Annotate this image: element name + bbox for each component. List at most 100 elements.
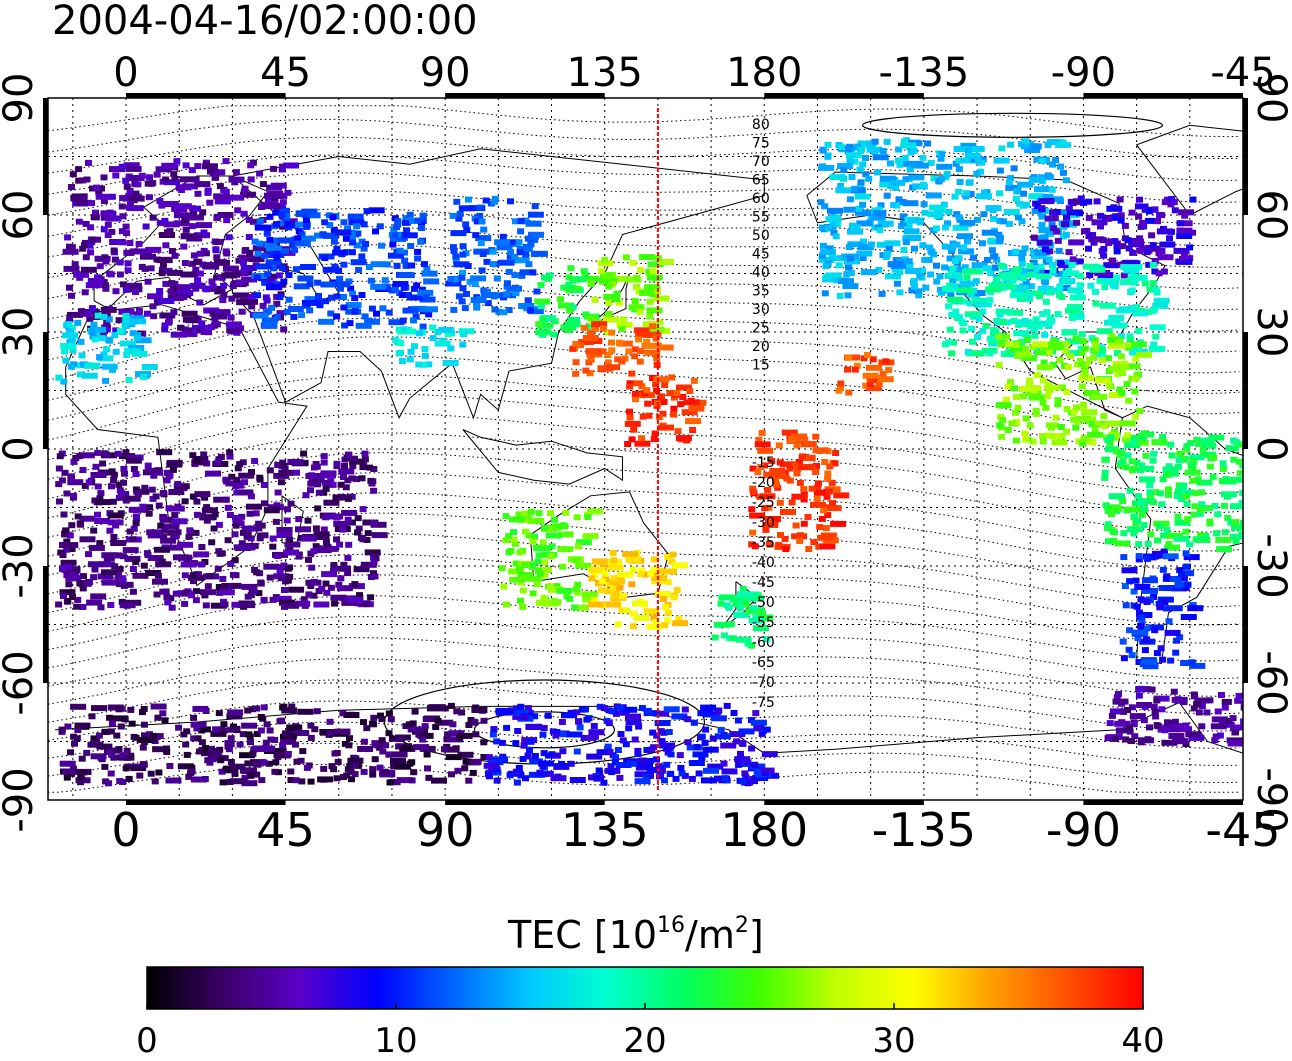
tec-pixel [295,526,311,533]
tec-pixel [781,429,798,436]
tec-pixel [159,490,167,496]
tec-pixel [240,191,257,198]
tec-pixel [370,570,377,577]
tec-pixel [190,735,198,742]
tec-pixel [1180,660,1197,666]
tec-pixel [677,401,685,408]
tec-pixel [840,167,848,173]
tec-pixel [83,749,91,756]
tec-pixel [390,757,406,764]
tec-pixel [1004,427,1012,433]
tec-pixel [217,757,225,764]
tec-pixel [1039,311,1047,317]
tec-pixel [671,713,688,720]
tec-pixel [617,731,625,737]
tec-pixel [186,527,194,534]
tec-pixel [1013,330,1030,337]
tec-pixel [249,706,257,713]
tec-pixel [228,295,236,302]
tec-pixel [645,412,653,419]
tec-pixel [599,578,606,585]
tec-pixel [132,284,140,291]
tec-pixel [434,328,442,335]
tec-pixel [313,708,321,715]
colorbar-tick-label: 20 [623,1021,666,1057]
tec-pixel [422,270,430,277]
tec-pixel [248,469,255,475]
tec-pixel [367,277,375,284]
tec-pixel [1162,575,1170,582]
tec-pixel [844,292,852,299]
tec-pixel [1054,270,1062,277]
tec-pixel [183,728,191,735]
tec-pixel [105,780,113,787]
tec-pixel [750,719,767,726]
tec-pixel [1049,209,1057,216]
tec-pixel [273,300,281,307]
tec-pixel [973,170,981,177]
tec-pixel [62,527,70,534]
tec-pixel [832,233,840,240]
contour-label: 40 [752,265,770,281]
tec-pixel [718,594,735,601]
tec-pixel [540,725,548,731]
tec-pixel [879,210,886,217]
tec-pixel [292,266,300,273]
map-title: 2004-04-16/02:00:00 [52,0,478,44]
tec-pixel [331,600,339,607]
tec-pixel [147,293,164,300]
tec-pixel [1188,454,1205,461]
contour-line [48,355,1240,435]
tec-pixel [240,210,248,217]
tec-pixel [231,531,239,538]
lat-tick-label-left: -60 [0,650,42,715]
tec-pixel [985,286,1002,293]
tec-pixel [1124,432,1132,439]
tec-pixel [1042,298,1050,305]
tec-pixel [471,281,479,287]
tec-pixel [1039,399,1047,406]
tec-pixel [318,585,326,592]
tec-pixel [1104,521,1112,528]
tec-pixel [108,193,116,200]
tec-pixel [936,273,944,280]
tec-pixel [490,726,498,733]
tec-pixel [586,351,603,358]
tec-pixel [302,217,310,224]
tec-pixel [479,251,487,257]
tec-pixel [1120,530,1128,537]
tec-pixel [260,704,268,711]
tec-pixel [786,465,794,472]
tec-pixel [526,747,533,754]
tec-pixel [85,159,92,166]
tec-pixel [329,567,337,574]
tec-pixel [744,759,752,766]
tec-pixel [339,474,347,480]
tec-pixel [198,544,206,550]
tec-pixel [866,364,882,371]
tec-pixel [1030,253,1047,259]
tec-pixel [503,280,511,287]
contour-line [48,512,1240,589]
tec-pixel [1131,279,1139,286]
tec-pixel [837,145,854,152]
tec-pixel [1073,404,1081,411]
tec-pixel [197,561,205,568]
tec-pixel [1198,506,1206,513]
tec-pixel [1117,333,1125,340]
tec-pixel [243,533,251,540]
tec-pixel [171,175,179,182]
contour-label: -60 [752,635,775,651]
tec-pixel [431,777,447,784]
tec-pixel [986,297,994,304]
tec-pixel [458,205,475,212]
tec-pixel [144,180,152,187]
tec-pixel [311,464,318,471]
tec-pixel [1172,649,1180,656]
tec-pixel [522,251,530,258]
tec-pixel [1187,463,1195,470]
tec-pixel [941,341,949,348]
tec-pixel [306,281,314,288]
tec-pixel [1240,718,1243,725]
tec-pixel [489,731,497,738]
